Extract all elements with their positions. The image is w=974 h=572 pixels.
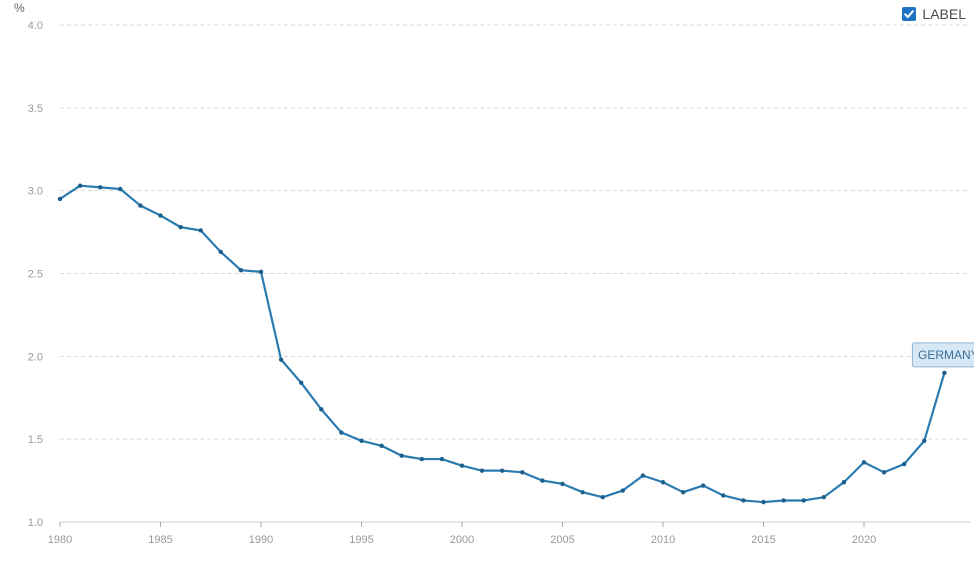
data-point: [479, 468, 485, 473]
data-point: [821, 494, 826, 500]
data-point: [218, 249, 223, 255]
data-point: [902, 461, 907, 467]
data-point: [580, 489, 585, 495]
x-tick-label: 2015: [751, 534, 775, 546]
data-point: [500, 468, 505, 473]
y-tick-label: 1.0: [28, 517, 43, 529]
data-point: [379, 443, 384, 448]
data-point: [419, 456, 424, 462]
x-tick-label: 2005: [550, 534, 574, 546]
legend: LABEL: [902, 6, 966, 22]
data-point: [600, 494, 605, 500]
data-point: [198, 228, 203, 233]
data-point: [660, 480, 666, 485]
y-tick-label: 1.5: [28, 434, 43, 446]
x-tick-label: 1980: [48, 534, 72, 546]
data-point: [680, 489, 686, 495]
data-point: [459, 463, 465, 468]
y-tick-label: 2.0: [28, 351, 43, 363]
data-point: [781, 498, 786, 503]
y-tick-label: 4.0: [28, 20, 43, 32]
data-point: [98, 185, 103, 190]
data-point: [77, 183, 83, 188]
data-point: [520, 470, 525, 475]
data-point: [942, 370, 947, 376]
data-point: [339, 430, 344, 435]
data-point: [861, 460, 867, 465]
x-tick-label: 1990: [249, 534, 273, 546]
y-tick-label: 2.5: [28, 269, 43, 281]
data-point: [841, 480, 847, 485]
data-point: [620, 488, 625, 493]
data-point: [761, 499, 766, 505]
data-point: [560, 481, 565, 487]
data-point: [439, 456, 445, 462]
y-axis-unit-label: %: [14, 1, 25, 15]
data-point: [158, 213, 163, 218]
series-label: GERMANY: [918, 348, 974, 362]
data-point: [640, 473, 646, 478]
data-point: [399, 453, 404, 458]
data-point: [118, 186, 123, 192]
data-point: [178, 224, 183, 230]
data-point: [238, 267, 244, 273]
data-point: [258, 269, 264, 275]
series-label-box: [911, 342, 974, 368]
x-tick-label: 2020: [852, 534, 876, 546]
x-tick-label: 2010: [651, 534, 675, 546]
data-point: [540, 478, 545, 483]
data-point: [299, 380, 304, 386]
data-point: [57, 196, 63, 202]
y-tick-label: 3.0: [28, 186, 43, 198]
legend-label: LABEL: [922, 6, 966, 22]
label-checkbox[interactable]: [902, 7, 917, 21]
x-tick-label: 1985: [148, 534, 172, 546]
data-point: [881, 470, 887, 475]
series-line: [59, 184, 946, 504]
checkmark-icon: [904, 10, 915, 18]
data-point: [741, 498, 746, 503]
data-point: [721, 493, 726, 498]
data-point: [138, 203, 143, 208]
data-point: [701, 483, 706, 488]
x-tick-label: 1995: [349, 534, 373, 546]
data-point: [319, 407, 324, 412]
x-tick-label: 2000: [450, 534, 474, 546]
data-point: [801, 498, 806, 503]
data-point: [278, 357, 284, 362]
data-point: [922, 438, 927, 444]
data-point: [359, 438, 364, 444]
y-tick-label: 3.5: [28, 103, 43, 115]
